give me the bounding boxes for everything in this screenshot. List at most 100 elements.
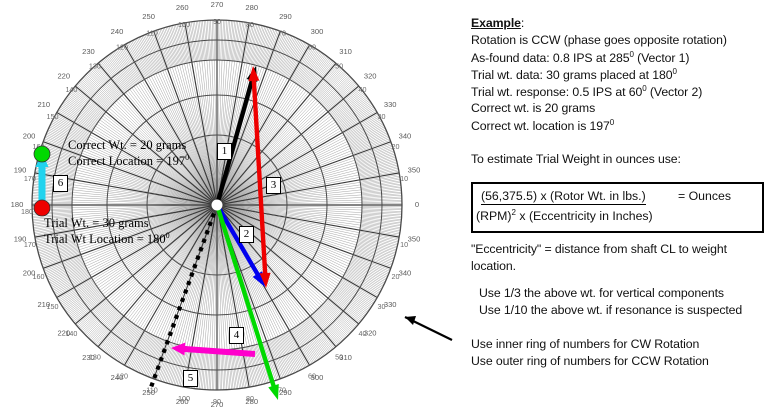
svg-text:310: 310 bbox=[339, 353, 352, 362]
example-heading: Example: bbox=[471, 16, 524, 30]
svg-text:70: 70 bbox=[278, 385, 286, 394]
svg-text:320: 320 bbox=[364, 71, 377, 80]
svg-text:40: 40 bbox=[359, 85, 367, 94]
svg-text:60: 60 bbox=[308, 42, 316, 51]
svg-text:0: 0 bbox=[415, 200, 419, 209]
svg-text:170: 170 bbox=[24, 240, 36, 249]
formula-numerator: (56,375.5) x (Rotor Wt. in lbs.) bbox=[481, 189, 646, 205]
note-outer-ring-ccw: Use outer ring of numbers for CCW Rotati… bbox=[471, 354, 709, 368]
example-line-6-pre: Correct wt. location is 197 bbox=[471, 119, 610, 134]
svg-text:340: 340 bbox=[399, 132, 412, 141]
svg-text:280: 280 bbox=[245, 3, 258, 12]
vector-arrows bbox=[35, 66, 279, 400]
correct-location-dotted-line bbox=[148, 204, 219, 391]
svg-text:60: 60 bbox=[308, 371, 316, 380]
svg-text:220: 220 bbox=[57, 329, 70, 338]
svg-text:300: 300 bbox=[311, 373, 324, 382]
svg-text:270: 270 bbox=[211, 0, 224, 9]
estimate-trial-weight-line: To estimate Trial Weight in ounces use: bbox=[471, 152, 681, 166]
formula-equals-ounces: = Ounces bbox=[678, 189, 731, 203]
correct-location-text: Correct Location = 197 bbox=[68, 154, 186, 169]
svg-text:250: 250 bbox=[142, 12, 155, 21]
svg-text:270: 270 bbox=[211, 400, 224, 409]
example-heading-label: Example bbox=[471, 16, 521, 30]
trial-location-note: Trial Wt Location = 1800 bbox=[44, 231, 170, 248]
svg-text:260: 260 bbox=[176, 3, 189, 12]
trial-weight-formula-box: (56,375.5) x (Rotor Wt. in lbs.) (RPM)2 … bbox=[471, 182, 764, 233]
trial-location-text: Trial Wt Location = 180 bbox=[44, 232, 166, 247]
trial-weight-note: Trial Wt. = 30 grams bbox=[44, 216, 149, 230]
location-markers bbox=[33, 145, 223, 217]
svg-text:340: 340 bbox=[399, 268, 412, 277]
example-line-3: Trial wt. data: 30 grams placed at 1800 bbox=[471, 67, 677, 82]
polar-chart: 0 350 10 340 20 330 30 320 40 310 50 300 60 290 70 280 8… bbox=[11, 0, 453, 409]
example-line-2: As-found data: 0.8 IPS at 2850 (Vector 1… bbox=[471, 50, 690, 65]
svg-text:140: 140 bbox=[65, 329, 77, 338]
vector-label-1: 1 bbox=[217, 143, 232, 160]
tip-vertical-components: Use 1/3 the above wt. for vertical compo… bbox=[479, 286, 724, 300]
explanation-panel: Example: Rotation is CCW (phase goes opp… bbox=[467, 0, 768, 416]
svg-text:290: 290 bbox=[279, 388, 292, 397]
svg-text:190: 190 bbox=[14, 235, 27, 244]
svg-text:30: 30 bbox=[378, 112, 386, 121]
outer-ring-pointer-arrow bbox=[404, 316, 453, 341]
tip-resonance: Use 1/10 the above wt. if resonance is s… bbox=[479, 303, 743, 317]
svg-text:250: 250 bbox=[142, 388, 155, 397]
formula-denominator-post: x (Eccentricity in Inches) bbox=[515, 209, 653, 224]
example-heading-colon: : bbox=[520, 16, 525, 30]
example-line-2-deg: 0 bbox=[629, 50, 634, 59]
svg-text:50: 50 bbox=[335, 61, 343, 70]
svg-text:110: 110 bbox=[146, 385, 157, 394]
svg-text:210: 210 bbox=[37, 300, 50, 309]
vector-label-2: 2 bbox=[239, 226, 254, 243]
svg-text:300: 300 bbox=[311, 27, 324, 36]
correct-weight-note: Correct Wt. = 20 grams bbox=[68, 138, 187, 152]
svg-text:130: 130 bbox=[89, 61, 101, 70]
svg-text:330: 330 bbox=[384, 100, 397, 109]
svg-text:70: 70 bbox=[278, 28, 286, 37]
formula-denominator-exp: 2 bbox=[511, 208, 516, 217]
svg-text:150: 150 bbox=[46, 112, 58, 121]
example-line-4-pre: Trial wt. response: 0.5 IPS at 60 bbox=[471, 85, 643, 100]
example-line-6-deg: 0 bbox=[609, 118, 615, 127]
vector-label-5: 5 bbox=[183, 370, 198, 387]
svg-text:220: 220 bbox=[57, 71, 70, 80]
svg-text:160: 160 bbox=[32, 272, 44, 281]
example-line-4-deg: 0 bbox=[642, 84, 647, 93]
example-line-4-post: (Vector 2) bbox=[646, 85, 703, 100]
svg-text:100: 100 bbox=[178, 20, 190, 29]
svg-text:260: 260 bbox=[176, 397, 189, 406]
correct-location-note: Correct Location = 1970 bbox=[68, 153, 189, 170]
svg-text:170: 170 bbox=[24, 174, 36, 183]
formula-denominator-pre: (RPM) bbox=[476, 209, 512, 224]
vector-label-4: 4 bbox=[229, 327, 244, 344]
svg-text:310: 310 bbox=[339, 47, 352, 56]
vector-label-6: 6 bbox=[53, 175, 68, 192]
svg-text:200: 200 bbox=[23, 268, 36, 277]
svg-text:110: 110 bbox=[146, 28, 157, 37]
svg-text:320: 320 bbox=[364, 329, 377, 338]
polar-chart-svg: 0350103402033030320403105030060290702808… bbox=[11, 0, 453, 409]
svg-text:90: 90 bbox=[213, 17, 221, 26]
svg-text:20: 20 bbox=[392, 272, 400, 281]
svg-text:230: 230 bbox=[82, 47, 95, 56]
svg-text:230: 230 bbox=[82, 353, 95, 362]
vector-label-3: 3 bbox=[266, 177, 281, 194]
svg-text:240: 240 bbox=[111, 27, 124, 36]
svg-text:330: 330 bbox=[384, 300, 397, 309]
svg-text:50: 50 bbox=[335, 352, 343, 361]
svg-text:130: 130 bbox=[89, 352, 101, 361]
svg-text:80: 80 bbox=[246, 20, 254, 29]
svg-text:120: 120 bbox=[116, 42, 128, 51]
svg-text:180: 180 bbox=[11, 200, 24, 209]
example-line-3-deg: 0 bbox=[672, 67, 677, 76]
svg-text:80: 80 bbox=[246, 394, 254, 403]
svg-text:280: 280 bbox=[245, 397, 258, 406]
example-line-5: Correct wt. is 20 grams bbox=[471, 101, 596, 115]
svg-text:200: 200 bbox=[23, 132, 36, 141]
note-inner-ring-cw: Use inner ring of numbers for CW Rotatio… bbox=[471, 337, 700, 351]
example-line-3-pre: Trial wt. data: 30 grams placed at 180 bbox=[471, 68, 673, 83]
formula-denominator: (RPM)2 x (Eccentricity in Inches) bbox=[476, 208, 653, 223]
eccentricity-definition-line-1: "Eccentricity" = distance from shaft CL … bbox=[471, 242, 727, 256]
svg-text:350: 350 bbox=[408, 235, 421, 244]
